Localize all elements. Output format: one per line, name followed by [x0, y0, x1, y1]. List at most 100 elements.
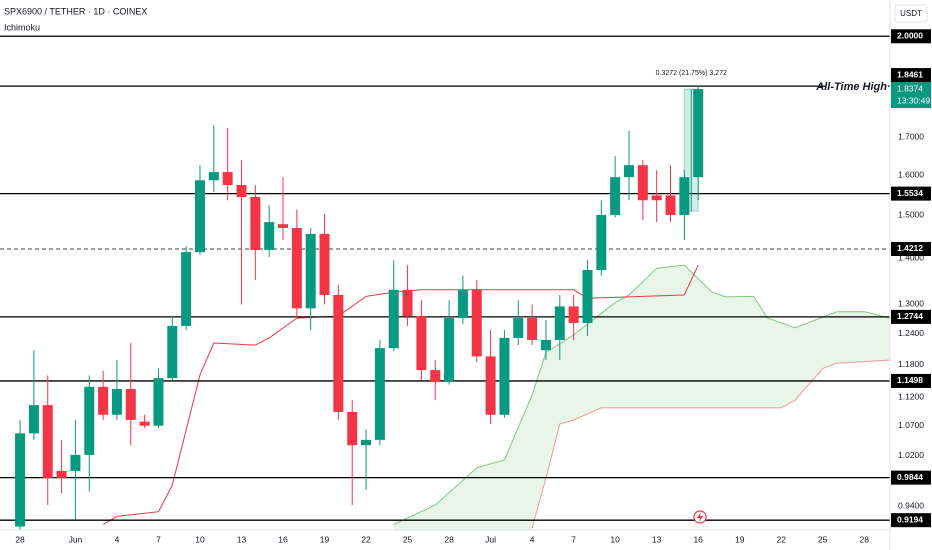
candle-body — [623, 165, 634, 178]
level-label: 1.8461 — [897, 69, 923, 79]
candle-body — [70, 454, 81, 471]
candle-body — [111, 389, 122, 415]
candle-body — [499, 337, 510, 415]
level-label-box — [891, 241, 931, 256]
chart-title: SPX6900 / TETHER · 1D · COINEX — [4, 6, 147, 16]
currency-box[interactable] — [894, 4, 928, 23]
candle-body — [554, 306, 565, 340]
candle-body — [679, 177, 690, 215]
x-tick-label: Jun — [69, 534, 83, 544]
indicator-name: Ichimoku — [4, 22, 40, 32]
y-tick-label: 1.0200 — [898, 450, 924, 460]
x-tick-label: 7 — [156, 534, 161, 544]
x-tick-label: 22 — [361, 534, 371, 544]
candle-body — [181, 252, 192, 326]
candle-body — [596, 214, 607, 271]
x-tick-label: 19 — [735, 534, 745, 544]
candle-body — [167, 325, 178, 379]
measure-label: 0.3272 (21.75%) 3,272 — [656, 70, 727, 77]
x-tick-label: 16 — [693, 534, 703, 544]
x-tick-label: 4 — [115, 534, 120, 544]
x-tick-label: 13 — [237, 534, 247, 544]
y-tick-label: 1.1800 — [898, 359, 924, 369]
y-tick-label: 1.6000 — [898, 169, 924, 179]
countdown: 13:30:49 — [897, 95, 930, 105]
candle-body — [42, 405, 53, 478]
candle-body — [98, 386, 109, 415]
candle-body — [610, 177, 621, 215]
level-label: 0.9194 — [897, 514, 923, 524]
candle-body — [444, 318, 455, 382]
x-tick-label: 13 — [652, 534, 662, 544]
x-tick-label: 22 — [776, 534, 786, 544]
currency[interactable]: USDT — [900, 9, 922, 18]
x-tick-label: 16 — [278, 534, 288, 544]
current-price-box — [891, 82, 931, 109]
candle-body — [665, 195, 676, 215]
level-label: 1.5534 — [897, 188, 923, 198]
y-tick-label: 0.9400 — [898, 501, 924, 511]
candle-body — [347, 411, 358, 446]
ichimoku-base-line — [102, 264, 699, 525]
level-label: 1.1498 — [897, 375, 923, 385]
x-tick-label: 28 — [860, 534, 870, 544]
x-tick-label: 10 — [195, 534, 205, 544]
candle-body — [471, 289, 482, 357]
ichimoku-cloud — [393, 265, 890, 530]
level-label: 1.2744 — [897, 311, 923, 321]
candle-body — [15, 433, 26, 527]
candle-body — [388, 289, 399, 349]
candle-body — [402, 289, 413, 317]
candle-body — [125, 389, 136, 420]
alert-icon — [693, 510, 707, 524]
candle-body — [194, 180, 205, 253]
candle-body — [250, 196, 261, 250]
candle-body — [651, 195, 662, 201]
level-label-box — [891, 513, 931, 528]
candle-body — [361, 439, 372, 446]
y-tick-label: 1.1200 — [898, 392, 924, 402]
candle-body — [305, 233, 316, 309]
candle-body — [582, 270, 593, 323]
axes: 1.7000 1.6000 1.5000 1.4000 1.3000 1.2400 1.18… — [15, 29, 931, 544]
level-label: 2.0000 — [897, 31, 923, 41]
candle-body — [457, 289, 468, 319]
x-tick-label: 10 — [610, 534, 620, 544]
candle-body — [637, 165, 648, 201]
candle-body — [693, 89, 704, 178]
candle-body — [527, 318, 538, 340]
ichimoku-span-b — [531, 359, 890, 529]
x-tick-label: 25 — [403, 534, 413, 544]
annotation-bg — [826, 80, 888, 94]
candle-body — [540, 339, 551, 351]
candle-body — [513, 318, 524, 338]
candle-body — [485, 356, 496, 415]
candle-body — [139, 421, 150, 426]
x-tick-label: 28 — [15, 534, 25, 544]
x-tick-label: Jul — [485, 534, 496, 544]
level-label-box — [891, 309, 931, 324]
ichimoku-span-a — [393, 264, 890, 525]
x-tick-label: 28 — [444, 534, 454, 544]
level-label: 1.4212 — [897, 243, 923, 253]
candle-body — [568, 306, 579, 323]
candle-body — [84, 386, 95, 455]
y-tick-label: 1.2400 — [898, 328, 924, 338]
y-tick-label: 1.0700 — [898, 420, 924, 430]
candle-body — [319, 233, 330, 295]
candle-body — [56, 470, 67, 478]
current-price-label: 1.8374 — [897, 83, 923, 93]
candle-body — [374, 348, 385, 440]
candle-body — [264, 222, 275, 250]
x-tick-label: 7 — [571, 534, 576, 544]
candle-body — [416, 316, 427, 371]
level-label-box — [891, 373, 931, 388]
candle-body — [430, 370, 441, 382]
level-annotation: All-Time High — [815, 81, 887, 93]
candle-body — [291, 227, 302, 309]
candle-body — [153, 378, 164, 426]
y-tick-label: 1.4000 — [898, 253, 924, 263]
level-label-box — [891, 470, 931, 485]
candle-body — [236, 185, 247, 197]
candle-body — [208, 172, 219, 181]
